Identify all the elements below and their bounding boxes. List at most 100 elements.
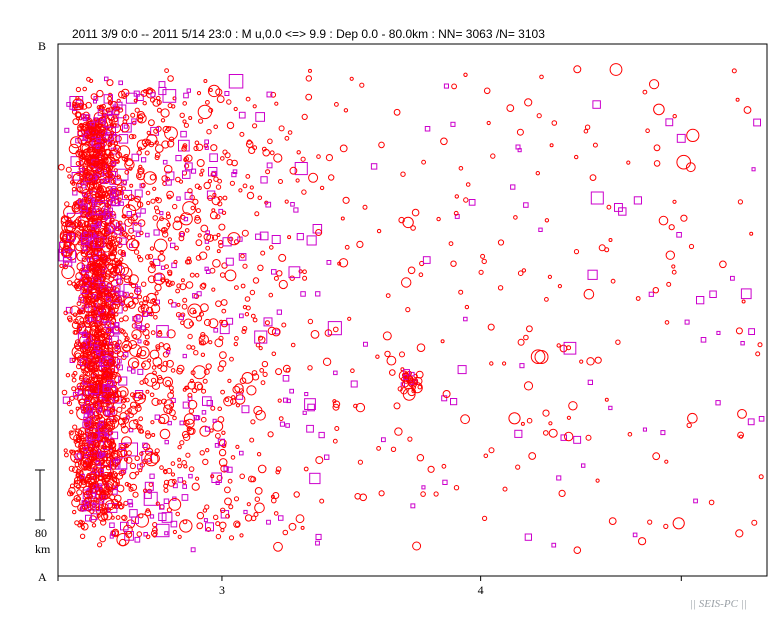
event-marker-circle xyxy=(145,534,151,540)
event-marker-square xyxy=(154,273,162,281)
event-marker-circle xyxy=(397,386,403,392)
event-marker-circle xyxy=(91,231,99,239)
event-marker-circle xyxy=(262,371,268,377)
event-marker-circle xyxy=(159,465,164,470)
event-marker-square xyxy=(104,410,110,416)
event-marker-circle xyxy=(166,329,176,339)
event-marker-circle xyxy=(110,471,118,478)
event-marker-circle xyxy=(220,319,229,328)
event-marker-square xyxy=(517,148,522,153)
event-marker-square xyxy=(162,89,177,103)
event-marker-circle xyxy=(350,368,355,374)
event-marker-circle xyxy=(200,303,209,313)
event-marker-square xyxy=(80,114,87,120)
event-marker-circle xyxy=(195,208,201,214)
event-marker-circle xyxy=(84,428,90,434)
event-marker-circle xyxy=(257,264,264,271)
event-marker-square xyxy=(82,246,88,252)
event-marker-circle xyxy=(71,321,80,330)
event-marker-circle xyxy=(81,125,86,131)
event-marker-square xyxy=(118,376,128,386)
event-marker-square xyxy=(212,418,217,423)
event-marker-circle xyxy=(91,470,96,476)
event-marker-circle xyxy=(94,419,99,425)
event-marker-circle xyxy=(99,145,105,151)
event-marker-circle xyxy=(163,399,175,410)
event-marker-circle xyxy=(486,120,491,126)
depth-scale-bar: 80 km xyxy=(35,469,51,556)
event-marker-circle xyxy=(264,320,270,326)
event-marker-square xyxy=(62,396,70,404)
event-marker-circle xyxy=(211,287,216,292)
event-marker-circle xyxy=(151,298,156,303)
event-marker-circle xyxy=(84,344,90,351)
event-marker-circle xyxy=(273,541,283,552)
event-marker-square xyxy=(84,303,89,308)
event-marker-circle xyxy=(93,465,98,471)
event-marker-circle xyxy=(133,98,138,103)
event-marker-circle xyxy=(735,97,740,102)
event-marker-square xyxy=(309,472,321,485)
event-marker-square xyxy=(265,201,272,208)
event-marker-square xyxy=(192,293,198,299)
event-marker-square xyxy=(300,291,306,297)
event-marker-circle xyxy=(141,281,147,287)
event-marker-circle xyxy=(652,452,661,461)
event-marker-square xyxy=(134,536,141,543)
event-marker-square xyxy=(239,313,244,319)
event-marker-circle xyxy=(106,358,115,367)
event-marker-circle xyxy=(384,350,391,358)
event-marker-circle xyxy=(128,281,133,286)
event-marker-circle xyxy=(84,498,90,504)
event-marker-circle xyxy=(521,268,527,273)
event-marker-circle xyxy=(260,250,266,256)
event-marker-square xyxy=(182,353,187,359)
event-marker-circle xyxy=(164,126,178,141)
event-marker-circle xyxy=(163,343,171,351)
event-marker-circle xyxy=(162,231,169,238)
event-marker-circle xyxy=(109,217,115,223)
event-marker-circle xyxy=(416,454,425,462)
event-marker-circle xyxy=(249,437,255,443)
event-marker-square xyxy=(170,520,178,528)
event-marker-square xyxy=(618,207,627,216)
event-marker-square xyxy=(107,379,114,387)
event-marker-square xyxy=(327,321,342,336)
event-marker-circle xyxy=(211,208,216,213)
event-marker-circle xyxy=(100,445,105,450)
event-marker-circle xyxy=(176,283,182,289)
event-marker-circle xyxy=(136,113,147,124)
event-marker-circle xyxy=(142,101,147,106)
event-marker-circle xyxy=(289,275,295,281)
event-marker-circle xyxy=(440,339,445,344)
event-marker-circle xyxy=(181,460,187,466)
event-marker-circle xyxy=(252,104,257,109)
event-marker-circle xyxy=(133,392,146,405)
event-marker-circle xyxy=(164,264,170,270)
event-marker-square xyxy=(80,505,87,512)
event-marker-circle xyxy=(144,334,150,340)
event-marker-square xyxy=(421,485,426,490)
event-marker-circle xyxy=(389,369,396,376)
event-marker-circle xyxy=(118,107,124,113)
event-marker-circle xyxy=(108,134,113,139)
event-marker-square xyxy=(676,133,686,143)
event-marker-circle xyxy=(402,216,414,229)
event-marker-circle xyxy=(676,154,692,170)
event-marker-circle xyxy=(270,91,277,98)
event-marker-square xyxy=(179,420,185,426)
event-marker-circle xyxy=(85,490,90,495)
event-marker-circle xyxy=(269,245,274,250)
event-marker-square xyxy=(132,222,142,232)
event-marker-circle xyxy=(72,118,80,126)
event-marker-circle xyxy=(244,312,250,317)
event-marker-circle xyxy=(305,93,313,101)
event-marker-circle xyxy=(142,295,150,303)
event-marker-square xyxy=(203,518,208,523)
event-marker-circle xyxy=(251,370,258,376)
event-marker-circle xyxy=(115,151,123,159)
event-marker-circle xyxy=(407,436,413,442)
event-marker-circle xyxy=(224,152,231,159)
event-marker-circle xyxy=(594,356,602,364)
event-marker-circle xyxy=(100,130,106,136)
